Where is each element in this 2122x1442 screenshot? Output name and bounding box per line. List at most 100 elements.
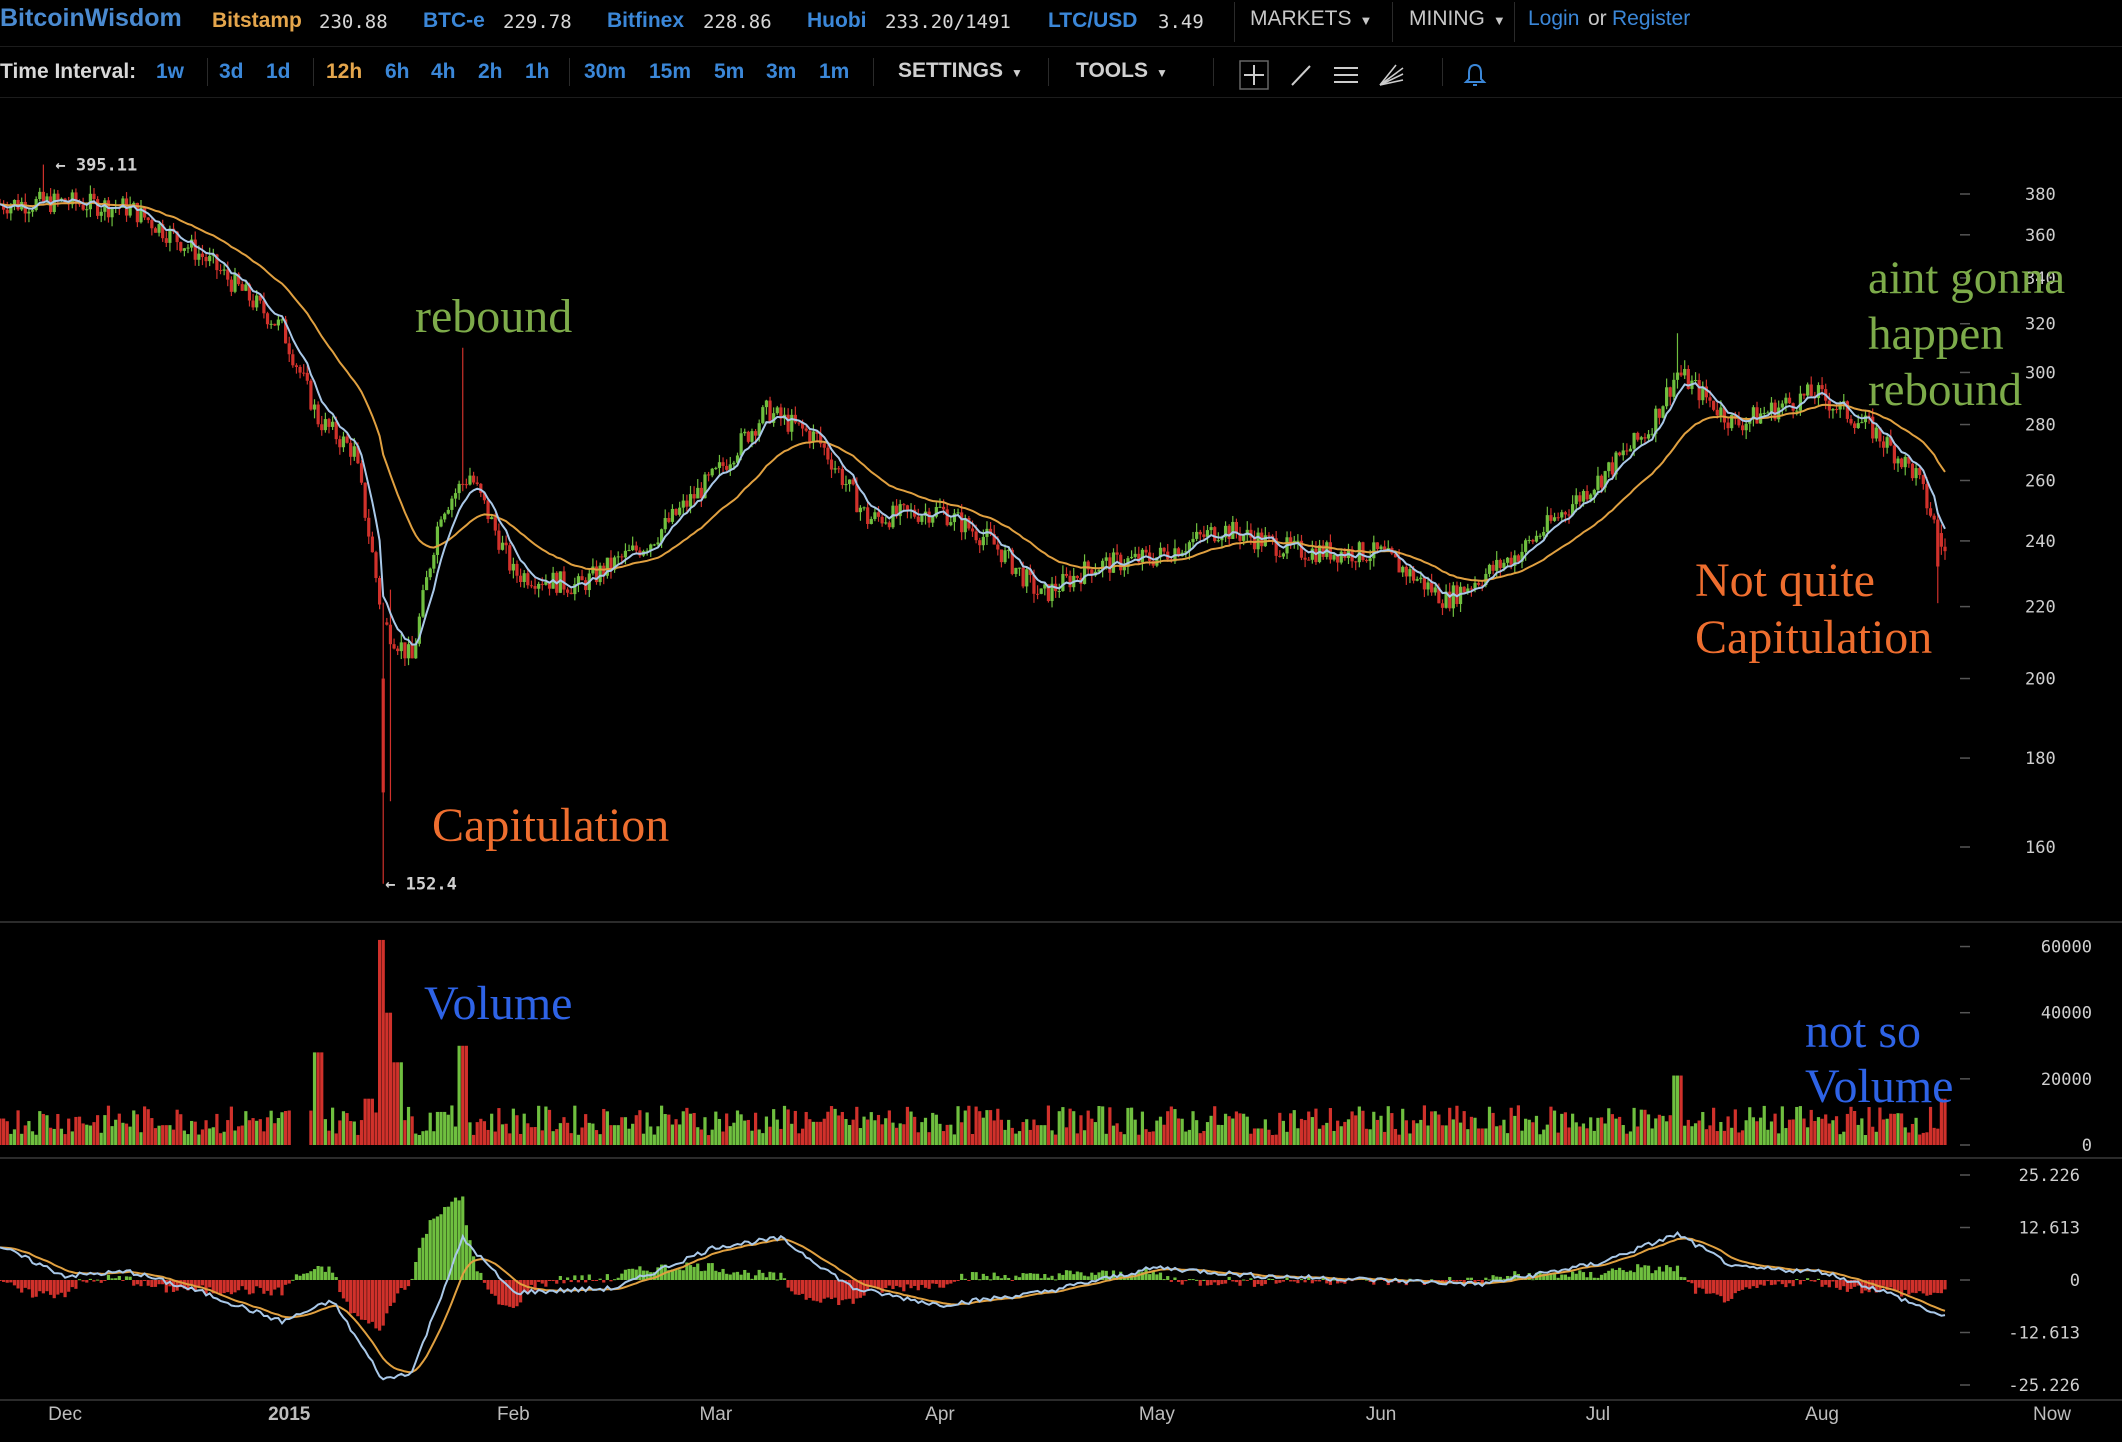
mining-menu[interactable]: MINING ▼ [1409, 7, 1506, 31]
candle-body [974, 531, 978, 541]
interval-1h[interactable]: 1h [525, 60, 550, 83]
interval-12h[interactable]: 12h [326, 60, 363, 83]
candle-body [1751, 407, 1755, 420]
settings-menu[interactable]: SETTINGS ▼ [898, 59, 1023, 83]
macd-histogram-bar [1853, 1280, 1857, 1287]
candle-body [779, 407, 783, 419]
interval-1w[interactable]: 1w [156, 60, 185, 83]
brand-logo[interactable]: BitcoinWisdom [0, 4, 182, 32]
macd-histogram-bar [1881, 1280, 1886, 1286]
interval-3d[interactable]: 3d [219, 60, 244, 83]
fan-icon[interactable] [1376, 60, 1406, 90]
markets-menu[interactable]: MARKETS ▼ [1250, 7, 1372, 31]
macd-histogram-bar [1802, 1280, 1806, 1281]
volume-bar [143, 1106, 147, 1145]
tools-menu[interactable]: TOOLS ▼ [1076, 59, 1168, 83]
volume-bar [179, 1114, 183, 1145]
ticker-bitstamp-name[interactable]: Bitstamp [212, 9, 302, 32]
macd-histogram-bar [887, 1280, 891, 1286]
macd-histogram-bar [1589, 1271, 1593, 1280]
candle-body [1849, 418, 1853, 424]
macd-histogram-bar [1939, 1280, 1943, 1294]
ticker-btce-name[interactable]: BTC-e [423, 9, 485, 32]
candle-body [1632, 432, 1636, 449]
interval-2h[interactable]: 2h [478, 60, 503, 83]
macd-histogram-bar [124, 1276, 129, 1280]
macd-histogram-bar [1292, 1280, 1296, 1282]
macd-histogram-bar [945, 1280, 949, 1285]
ticker-huobi-name[interactable]: Huobi [807, 9, 867, 32]
volume-bar [761, 1133, 765, 1145]
macd-histogram-bar [941, 1280, 946, 1288]
interval-1m[interactable]: 1m [819, 60, 850, 83]
login-link[interactable]: Login [1528, 7, 1580, 30]
macd-histogram-bar [1198, 1280, 1202, 1286]
chevron-down-icon: ▼ [1492, 13, 1506, 28]
volume-bar [471, 1134, 476, 1145]
volume-bar [1900, 1113, 1904, 1145]
volume-bar [341, 1111, 346, 1145]
trend-line-icon[interactable] [1286, 60, 1316, 90]
volume-bar [482, 1121, 487, 1145]
candle-body [1234, 521, 1239, 534]
candle-body [1119, 554, 1123, 571]
candle-body [1393, 553, 1398, 558]
macd-histogram-bar [634, 1269, 638, 1280]
ticker-bitfinex-name[interactable]: Bitfinex [607, 9, 685, 32]
volume-bar [1285, 1131, 1289, 1145]
macd-histogram-bar [1632, 1272, 1636, 1280]
volume-bar [490, 1113, 494, 1145]
volume-bar [847, 1125, 852, 1145]
volume-bar [1791, 1119, 1795, 1145]
macd-histogram-bar [688, 1265, 693, 1280]
candle-body [1603, 471, 1607, 488]
macd-histogram-bar [1751, 1280, 1755, 1287]
interval-1d[interactable]: 1d [266, 60, 291, 83]
interval-30m[interactable]: 30m [584, 60, 627, 83]
candle-body [1686, 368, 1690, 389]
macd-histogram-bar [446, 1206, 450, 1280]
interval-15m[interactable]: 15m [649, 60, 692, 83]
macd-histogram-bar [793, 1280, 797, 1295]
candle-body [876, 512, 881, 517]
interval-3m[interactable]: 3m [766, 60, 797, 83]
macd-histogram-bar [1596, 1277, 1600, 1280]
macd-histogram-bar [30, 1280, 35, 1298]
candle-body [1816, 385, 1821, 399]
register-link[interactable]: Register [1612, 7, 1691, 30]
candle-body [743, 431, 747, 434]
macd-histogram-bar [385, 1280, 389, 1314]
macd-histogram-bar [609, 1280, 613, 1282]
volume-bar [1274, 1134, 1278, 1145]
macd-histogram-bar [902, 1280, 906, 1292]
macd-histogram-bar [363, 1280, 367, 1320]
volume-bar [656, 1126, 660, 1145]
candle-body [757, 423, 761, 436]
candle-body [190, 239, 194, 248]
candle-body [1473, 582, 1477, 589]
price-axis-label: 320 [2025, 315, 2056, 335]
candle-body [511, 563, 515, 571]
macd-axis-label: 0 [2070, 1271, 2080, 1291]
volume-bar [280, 1112, 284, 1145]
macd-histogram-bar [1383, 1280, 1387, 1281]
bell-icon[interactable] [1460, 60, 1490, 90]
candle-body [721, 462, 725, 466]
candle-body [956, 512, 960, 514]
macd-histogram-bar [1845, 1280, 1849, 1292]
interval-5m[interactable]: 5m [714, 60, 745, 83]
macd-histogram-bar [1769, 1280, 1774, 1286]
interval-4h[interactable]: 4h [431, 60, 456, 83]
candle-body [38, 191, 42, 199]
volume-bar [1317, 1128, 1322, 1145]
crosshair-icon[interactable] [1239, 60, 1269, 90]
volume-bar [746, 1119, 750, 1145]
macd-histogram-bar [378, 1280, 382, 1331]
macd-histogram-bar [1245, 1280, 1249, 1281]
volume-bar [1697, 1120, 1701, 1145]
interval-6h[interactable]: 6h [385, 60, 410, 83]
macd-histogram-bar [1267, 1278, 1271, 1280]
ticker-ltcusd-name[interactable]: LTC/USD [1048, 9, 1138, 32]
horizontal-lines-icon[interactable] [1331, 60, 1361, 90]
